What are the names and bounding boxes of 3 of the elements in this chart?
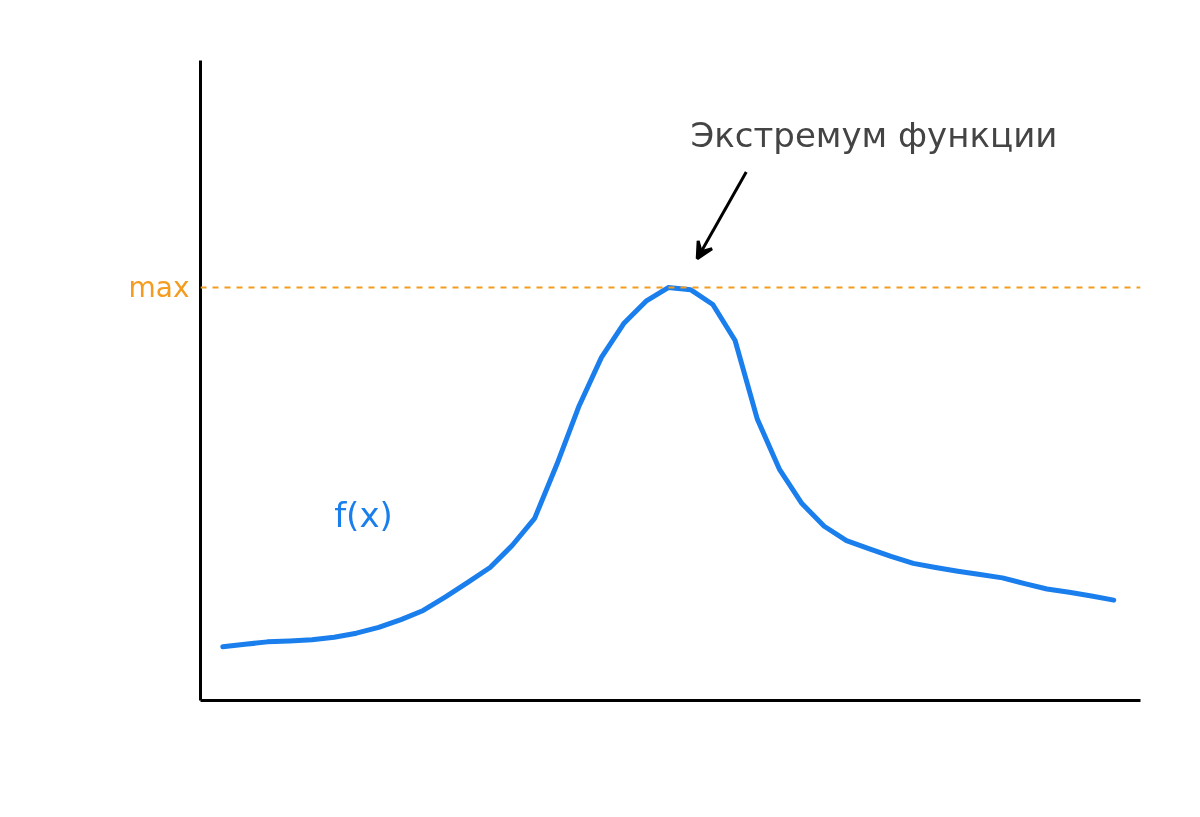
- ref-line-label: max: [128, 271, 190, 305]
- text: f(x): [334, 495, 393, 536]
- text: Экстремум функции: [690, 115, 1058, 156]
